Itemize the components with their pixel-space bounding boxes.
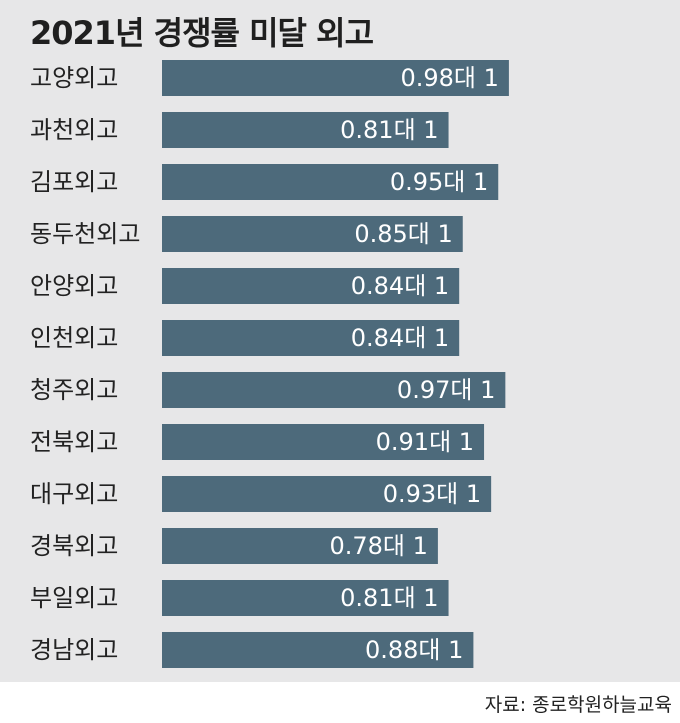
bar-2 <box>162 112 449 148</box>
category-label: 고양외고 <box>30 64 118 92</box>
bar-9 <box>162 476 492 512</box>
category-label: 경북외고 <box>30 532 118 560</box>
category-label: 인천외고 <box>30 324 118 352</box>
bar-chart: 고양외고 0.98대 1 과천외고 0.81대 1 김포외고 0.95대 1 동두천외고 0.… <box>30 60 509 668</box>
category-label: 김포외고 <box>30 168 118 196</box>
bar-7 <box>162 372 506 408</box>
bar-11 <box>162 580 449 616</box>
value-label: 0.84대 1 <box>351 324 449 352</box>
category-label: 과천외고 <box>30 116 118 144</box>
bar-3 <box>162 164 499 200</box>
value-label: 0.93대 1 <box>383 480 481 508</box>
category-label: 경남외고 <box>30 636 118 664</box>
bar-8 <box>162 424 485 460</box>
value-label: 0.98대 1 <box>400 64 498 92</box>
value-label: 0.81대 1 <box>340 584 438 612</box>
bar-5 <box>162 268 460 304</box>
bar-6 <box>162 320 460 356</box>
bar-10 <box>162 528 438 564</box>
value-label: 0.95대 1 <box>390 168 488 196</box>
category-label: 대구외고 <box>30 480 118 508</box>
bar-4 <box>162 216 463 252</box>
value-label: 0.97대 1 <box>397 376 495 404</box>
category-label: 청주외고 <box>30 376 118 404</box>
value-label: 0.78대 1 <box>329 532 427 560</box>
category-label: 안양외고 <box>30 272 118 300</box>
value-label: 0.85대 1 <box>354 220 452 248</box>
category-label: 동두천외고 <box>30 220 140 248</box>
category-label: 부일외고 <box>30 584 118 612</box>
value-label: 0.91대 1 <box>376 428 474 456</box>
bar-1 <box>162 60 509 96</box>
value-label: 0.81대 1 <box>340 116 438 144</box>
source-note: 자료: 종로학원하늘교육 <box>484 694 672 716</box>
category-label: 전북외고 <box>30 428 118 456</box>
value-label: 0.84대 1 <box>351 272 449 300</box>
value-label: 0.88대 1 <box>365 636 463 664</box>
chart-title: 2021년 경쟁률 미달 외고 <box>30 14 374 52</box>
bar-12 <box>162 632 474 668</box>
